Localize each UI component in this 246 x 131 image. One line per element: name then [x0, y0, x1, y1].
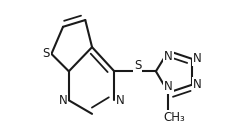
Text: S: S	[42, 47, 50, 60]
Text: S: S	[134, 59, 141, 72]
Text: N: N	[164, 50, 173, 63]
Text: N: N	[59, 94, 67, 107]
Text: N: N	[164, 80, 173, 93]
Text: N: N	[193, 78, 202, 91]
Text: N: N	[116, 94, 124, 107]
Text: N: N	[193, 52, 202, 65]
Text: CH₃: CH₃	[163, 111, 185, 124]
